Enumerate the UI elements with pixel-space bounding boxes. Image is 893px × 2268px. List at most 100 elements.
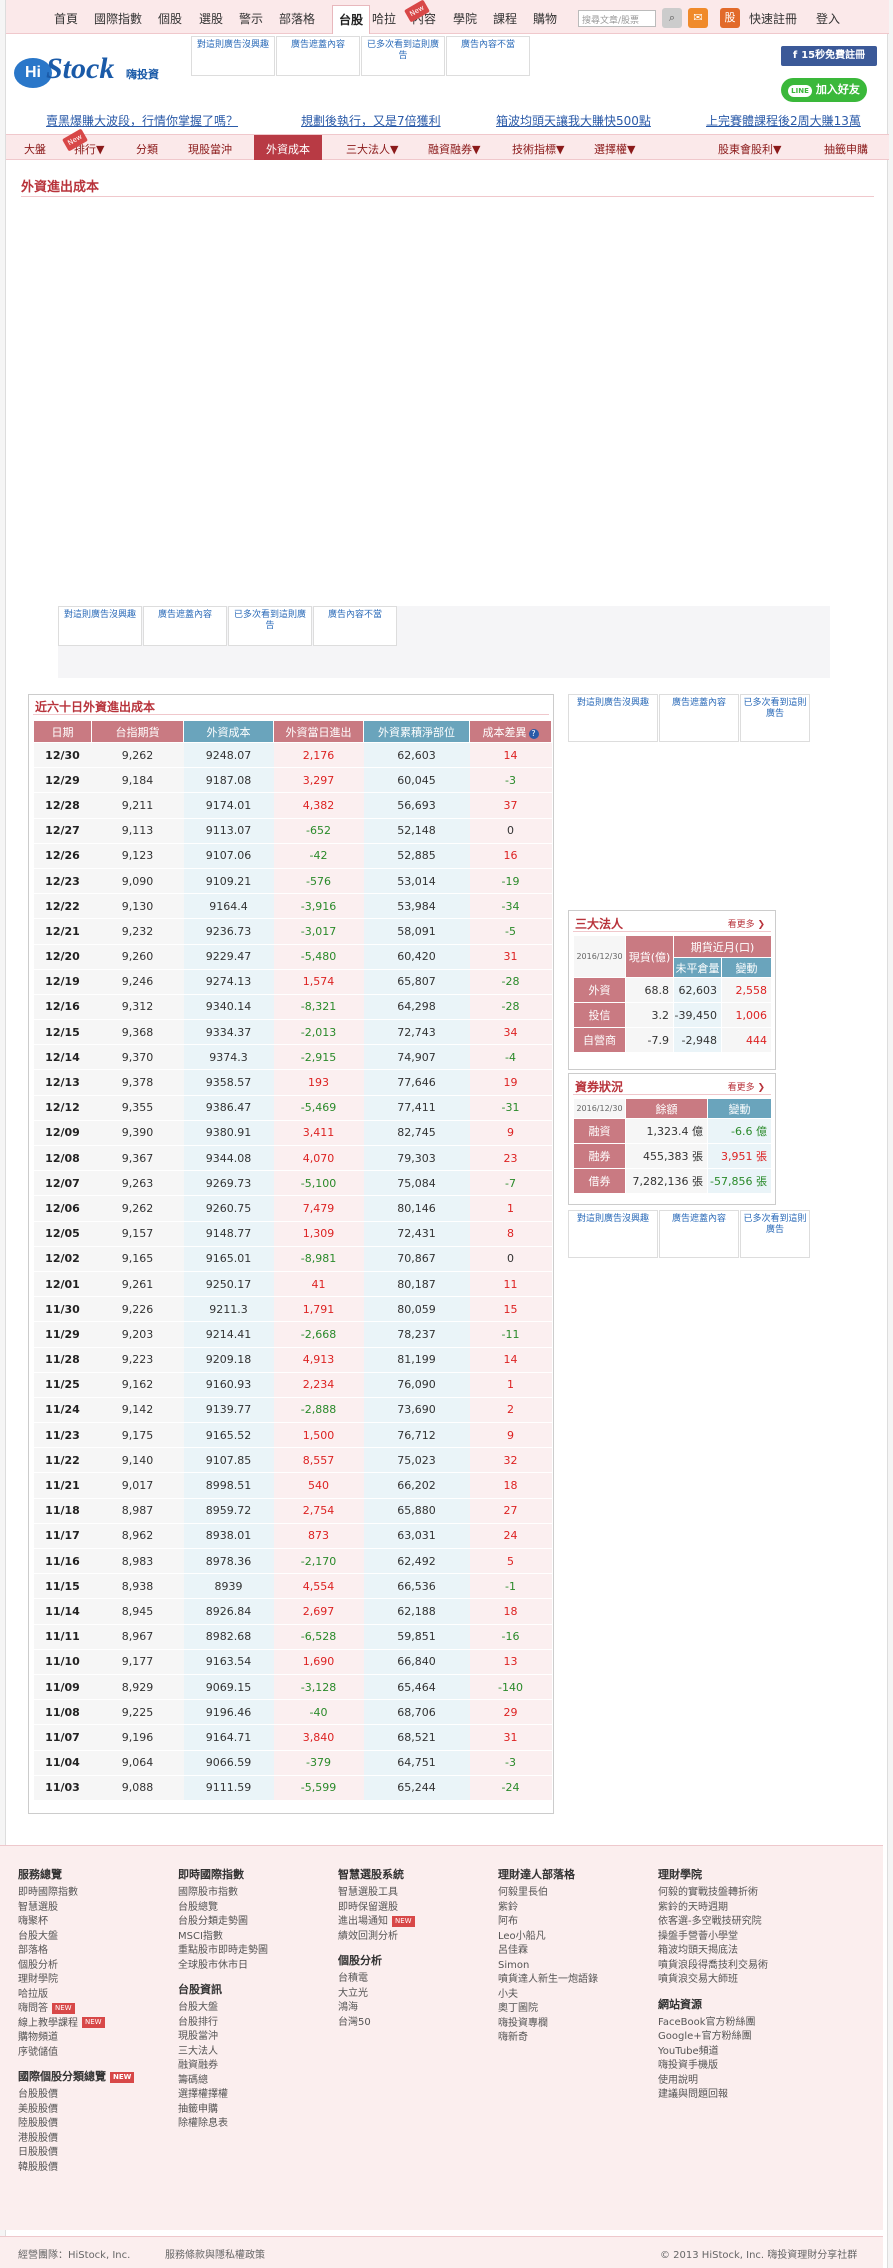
topnav-item-10[interactable]: 課程 <box>493 12 518 26</box>
promo-link-1[interactable]: 賣黑爆賺大波段，行情你掌握了嗎？ <box>46 114 239 128</box>
footer-link[interactable]: 何毅的實戰技盤轉折術 <box>658 1886 808 1901</box>
search-icon[interactable]: ⌕ <box>662 8 682 28</box>
menu-item-5[interactable]: 三大法人▼ <box>346 143 399 156</box>
menu-item-9[interactable]: 股東會股利▼ <box>718 143 782 156</box>
footer-link[interactable]: Simon <box>498 1959 648 1974</box>
quick-register-link[interactable]: 快速註冊 <box>749 12 798 26</box>
footer-link[interactable]: 鴻海 <box>338 2001 488 2016</box>
margin-more-link[interactable]: 看更多 ❯ <box>728 1080 765 1093</box>
promo-link-4[interactable]: 上完賽體課程後2周大賺13萬 <box>706 114 861 128</box>
mid-ad-option-4[interactable]: 廣告內容不當 <box>313 606 397 646</box>
footer-link[interactable]: 何毅里長伯 <box>498 1886 648 1901</box>
menu-item-3[interactable]: 現股當沖 <box>188 143 232 156</box>
footer-link[interactable]: 嗨問答 NEW <box>18 2002 168 2017</box>
footer-link[interactable]: 噴貨浪段得喬技利交易術 <box>658 1959 808 1974</box>
col-date[interactable]: 日期 <box>33 720 92 743</box>
topnav-item-7[interactable]: 哈拉 <box>372 12 397 26</box>
footer-link[interactable]: 購物頻道 <box>18 2031 168 2046</box>
footer-link[interactable]: 建議與問題回報 <box>658 2088 808 2103</box>
promo-link-2[interactable]: 規劃後執行，又是7倍獲利 <box>301 114 441 128</box>
footer-link[interactable]: 進出場通知 NEW <box>338 1915 488 1930</box>
side-ad-option-2[interactable]: 廣告遮蓋內容 <box>659 694 739 742</box>
footer-link[interactable]: Leo小船凡 <box>498 1930 648 1945</box>
footer-link[interactable]: 智慧選股 <box>18 1901 168 1916</box>
copyright-terms[interactable]: 服務條款與隱私權政策 <box>165 2250 265 2261</box>
mid-ad-option-1[interactable]: 對這則廣告沒興趣 <box>58 606 142 646</box>
footer-link[interactable]: 部落格 <box>18 1944 168 1959</box>
footer-link[interactable]: MSCI指數 <box>178 1930 328 1945</box>
footer-link[interactable]: 日股股價 <box>18 2146 168 2161</box>
footer-link[interactable]: 線上教學課程 NEW <box>18 2017 168 2032</box>
topnav-item-4[interactable]: 警示 <box>239 12 264 26</box>
site-logo[interactable]: Hi Stock 嗨投資 <box>14 52 164 96</box>
rss-icon[interactable]: ✉ <box>688 8 708 28</box>
stock-icon[interactable]: 股 <box>720 8 740 28</box>
col-cumulative-position[interactable]: 外資累積淨部位 <box>363 720 470 743</box>
menu-item-1[interactable]: 排行▼ <box>74 143 105 156</box>
footer-link[interactable]: 抽籤申購 <box>178 2103 328 2118</box>
topnav-item-6[interactable]: 台股 <box>332 5 371 34</box>
footer-link[interactable]: 籌碼總 <box>178 2074 328 2089</box>
footer-link[interactable]: 哈拉版 <box>18 1988 168 2003</box>
ad-option-not-interested[interactable]: 對這則廣告沒興趣 <box>191 36 275 76</box>
footer-link[interactable]: Google+官方粉絲團 <box>658 2030 808 2045</box>
footer-link[interactable]: 台股股價 <box>18 2088 168 2103</box>
login-link[interactable]: 登入 <box>816 12 841 26</box>
footer-link[interactable]: 阿布 <box>498 1915 648 1930</box>
footer-link[interactable]: 奧丁圖院 <box>498 2002 648 2017</box>
footer-link[interactable]: 噴貨浪交易大師班 <box>658 1973 808 1988</box>
footer-link[interactable]: 嗨新奇 <box>498 2031 648 2046</box>
footer-link[interactable]: 台股排行 <box>178 2016 328 2031</box>
ad-option-inappropriate[interactable]: 廣告內容不當 <box>446 36 530 76</box>
footer-link[interactable]: 台積電 <box>338 1972 488 1987</box>
topnav-item-9[interactable]: 學院 <box>453 12 478 26</box>
topnav-item-0[interactable]: 首頁 <box>54 12 79 26</box>
footer-link[interactable]: 嗨聚杯 <box>18 1915 168 1930</box>
ad-option-seen-many[interactable]: 已多次看到這則廣告 <box>361 36 445 76</box>
footer-link[interactable]: 韓股股價 <box>18 2161 168 2176</box>
footer-link[interactable]: 嗨投資專欄 <box>498 2017 648 2032</box>
mid-ad-option-2[interactable]: 廣告遮蓋內容 <box>143 606 227 646</box>
ad-option-covers-content[interactable]: 廣告遮蓋內容 <box>276 36 360 76</box>
footer-link[interactable]: 台灣50 <box>338 2016 488 2031</box>
topnav-item-1[interactable]: 國際指數 <box>94 12 143 26</box>
footer-link[interactable]: 台股總覽 <box>178 1901 328 1916</box>
footer-link[interactable]: 紫鈴 <box>498 1901 648 1916</box>
footer-link[interactable]: 台股大盤 <box>18 1930 168 1945</box>
footer-link[interactable]: 使用說明 <box>658 2074 808 2089</box>
side-ad-option-1[interactable]: 對這則廣告沒興趣 <box>568 694 658 742</box>
footer-link[interactable]: 台股分類走勢圖 <box>178 1915 328 1930</box>
footer-link[interactable]: YouTube頻道 <box>658 2045 808 2060</box>
footer-link[interactable]: 現股當沖 <box>178 2030 328 2045</box>
col-cost-diff[interactable]: 成本差異? <box>469 720 552 743</box>
footer-link[interactable]: 噴貨達人新生一炮語錄 <box>498 1973 648 1988</box>
footer-link[interactable]: 依客選-多空戰技研究院 <box>658 1915 808 1930</box>
topnav-item-5[interactable]: 部落格 <box>279 12 316 26</box>
footer-link[interactable]: 美股股價 <box>18 2103 168 2118</box>
topnav-item-2[interactable]: 個股 <box>158 12 183 26</box>
topnav-item-3[interactable]: 選股 <box>199 12 224 26</box>
footer-link[interactable]: 小夫 <box>498 1988 648 2003</box>
footer-link[interactable]: 呂佳霖 <box>498 1944 648 1959</box>
menu-item-8[interactable]: 選擇權▼ <box>594 143 636 156</box>
menu-item-10[interactable]: 抽籤申購 <box>824 143 868 156</box>
menu-item-2[interactable]: 分類 <box>136 143 158 156</box>
footer-link[interactable]: 操盤手營薈小學堂 <box>658 1930 808 1945</box>
footer-link[interactable]: 融資融券 <box>178 2059 328 2074</box>
footer-link[interactable]: 即時保留選股 <box>338 1901 488 1916</box>
footer-link[interactable]: 序號儲值 <box>18 2046 168 2061</box>
col-daily-net[interactable]: 外資當日進出 <box>273 720 364 743</box>
footer-link[interactable]: 台股大盤 <box>178 2001 328 2016</box>
footer-link[interactable]: 個股分析 <box>18 1959 168 1974</box>
line-add-friend-button[interactable]: LINE 加入好友 <box>781 78 867 102</box>
footer-link[interactable]: 全球股市休市日 <box>178 1959 328 1974</box>
side-ad-option-5[interactable]: 廣告遮蓋內容 <box>659 1210 739 1258</box>
footer-link[interactable]: 陸股股價 <box>18 2117 168 2132</box>
menu-item-7[interactable]: 技術指標▼ <box>512 143 565 156</box>
footer-link[interactable]: 港股股價 <box>18 2132 168 2147</box>
footer-link[interactable]: 智慧選股工具 <box>338 1886 488 1901</box>
menu-item-4[interactable]: 外資成本 <box>254 135 322 160</box>
footer-link[interactable]: 嗨投資手機版 <box>658 2059 808 2074</box>
footer-link[interactable]: 選擇權擇權 <box>178 2088 328 2103</box>
help-icon[interactable]: ? <box>528 728 539 739</box>
